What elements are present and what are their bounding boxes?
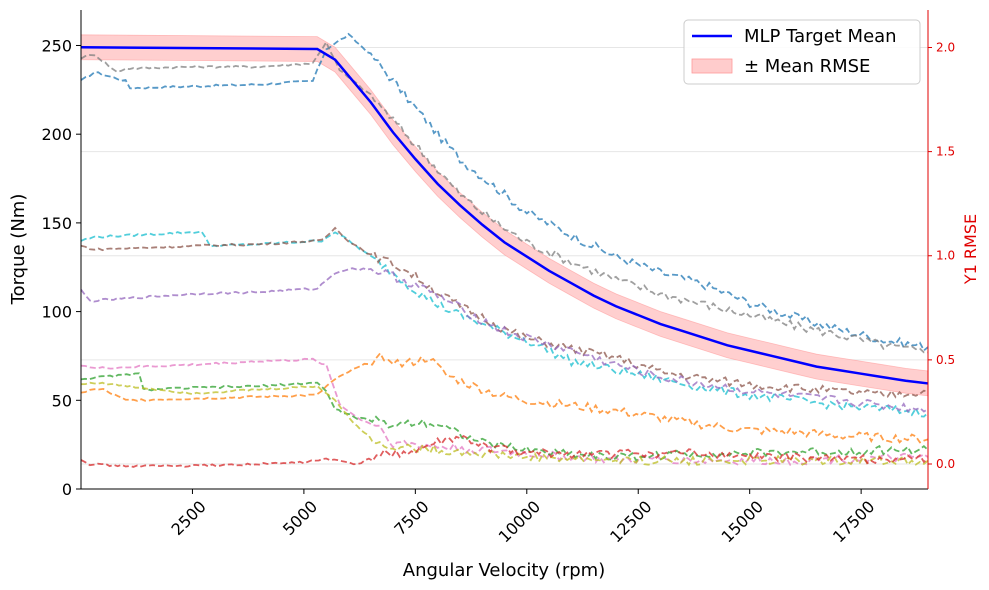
y-tick-label-3: 150	[41, 214, 72, 233]
legend-swatch-1	[691, 58, 733, 74]
axes-layer	[80, 10, 929, 490]
series-line-8	[80, 351, 929, 444]
target-mean-layer	[80, 46, 929, 385]
x-tick-label-1: 5000	[279, 497, 321, 539]
y-tick-label-1: 50	[52, 391, 72, 410]
x-tick-label-3: 10000	[495, 497, 544, 546]
y2-tick-label-1: 0.5	[936, 353, 955, 367]
legend-label-0: MLP Target Mean	[744, 26, 897, 47]
x-tick-label-5: 15000	[718, 497, 767, 546]
y2-tick-label-0: 0.0	[936, 457, 955, 471]
target-mean-line	[80, 46, 929, 385]
y2-axis-title: Y1 RMSE	[961, 214, 980, 285]
y-tick-label-0: 0	[62, 480, 72, 499]
x-tick-label-2: 7500	[390, 497, 432, 539]
rmse-band	[80, 34, 929, 397]
series-line-4	[80, 267, 929, 413]
legend-box	[683, 19, 921, 85]
y-axis-title: Torque (Nm)	[8, 194, 29, 306]
x-axis-title: Angular Velocity (rpm)	[403, 560, 605, 581]
y2-tick-label-2: 1.0	[936, 249, 955, 263]
rmse-band-layer	[80, 34, 929, 397]
x-tick-label-4: 12500	[606, 497, 655, 546]
series-line-9	[80, 434, 929, 468]
x-tick-label-0: 2500	[168, 497, 210, 539]
y-tick-label-5: 250	[41, 36, 72, 55]
legend-label-1: ± Mean RMSE	[744, 56, 870, 77]
series-line-5	[80, 357, 929, 467]
grid-layer	[81, 46, 928, 465]
series-line-7	[80, 381, 929, 467]
ticks-layer: 0 50 100 150 200 250 2500 5000 7500 10000 12500 150…	[41, 36, 955, 546]
legend: MLP Target Mean ± Mean RMSE	[683, 19, 921, 85]
y2-tick-label-3: 1.5	[936, 145, 955, 159]
x-tick-label-6: 17500	[829, 497, 878, 546]
y-tick-label-4: 200	[41, 125, 72, 144]
series-line-1	[80, 40, 929, 354]
y2-tick-label-4: 2.0	[936, 40, 955, 54]
series-layer	[80, 32, 929, 468]
series-line-6	[80, 372, 929, 463]
y-tick-label-2: 100	[41, 303, 72, 322]
series-line-0	[80, 32, 929, 352]
